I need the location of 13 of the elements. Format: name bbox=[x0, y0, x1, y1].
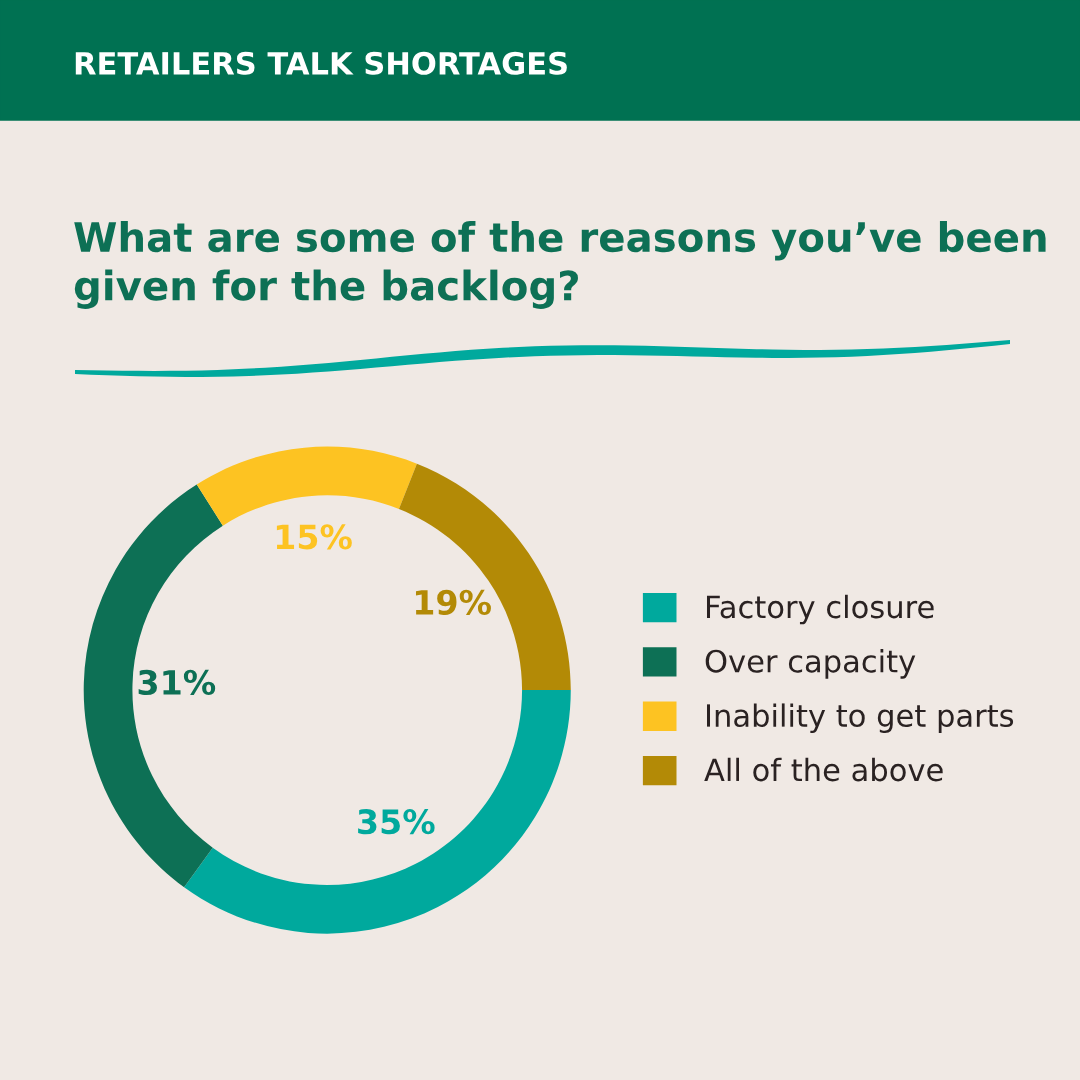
data-label: 15% bbox=[276, 524, 352, 550]
legend-label: Inability to get parts bbox=[706, 703, 1014, 733]
data-label: 19% bbox=[415, 589, 491, 615]
data-label: 35% bbox=[358, 809, 435, 835]
chart-subtitle: What are some of the reasons you’ve been given for the backlog? bbox=[74, 221, 1046, 309]
chart-title: RETAILERS TALK SHORTAGES bbox=[75, 51, 567, 75]
legend-label: Over capacity bbox=[705, 649, 916, 679]
donut-slice bbox=[83, 484, 223, 888]
legend-label: Factory closure bbox=[706, 594, 934, 625]
donut-slice bbox=[196, 446, 417, 526]
donut-slice bbox=[398, 463, 571, 691]
legend-label: All of the above bbox=[704, 757, 943, 782]
data-label: 31% bbox=[138, 669, 216, 696]
